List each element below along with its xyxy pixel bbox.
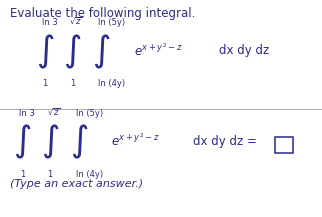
Text: ln 3: ln 3	[19, 109, 35, 118]
Text: $e^{x+y^2-z}$: $e^{x+y^2-z}$	[134, 43, 182, 59]
Text: $\sqrt{z}$: $\sqrt{z}$	[47, 107, 61, 118]
Text: ln (5y): ln (5y)	[98, 18, 125, 27]
Text: Evaluate the following integral.: Evaluate the following integral.	[10, 7, 195, 20]
Text: (Type an exact answer.): (Type an exact answer.)	[10, 179, 143, 189]
Text: ln (4y): ln (4y)	[76, 170, 103, 179]
Text: $\int$: $\int$	[13, 123, 32, 161]
Text: dx dy dz: dx dy dz	[219, 44, 269, 58]
Text: $\int$: $\int$	[36, 33, 54, 71]
Text: $\int$: $\int$	[63, 33, 82, 71]
Text: ln (5y): ln (5y)	[76, 109, 103, 118]
Text: 1: 1	[70, 79, 75, 88]
Text: $\sqrt{z}$: $\sqrt{z}$	[69, 16, 83, 27]
Text: $e^{x+y^2-z}$: $e^{x+y^2-z}$	[111, 133, 160, 150]
Text: 1: 1	[20, 170, 25, 179]
FancyBboxPatch shape	[275, 137, 293, 153]
Text: ln (4y): ln (4y)	[98, 79, 125, 88]
Text: $\int$: $\int$	[70, 123, 88, 161]
Text: ln 3: ln 3	[42, 18, 58, 27]
Text: dx dy dz =: dx dy dz =	[193, 135, 257, 148]
Text: $\int$: $\int$	[92, 33, 111, 71]
Text: 1: 1	[43, 79, 48, 88]
Text: 1: 1	[47, 170, 52, 179]
Text: $\int$: $\int$	[41, 123, 59, 161]
